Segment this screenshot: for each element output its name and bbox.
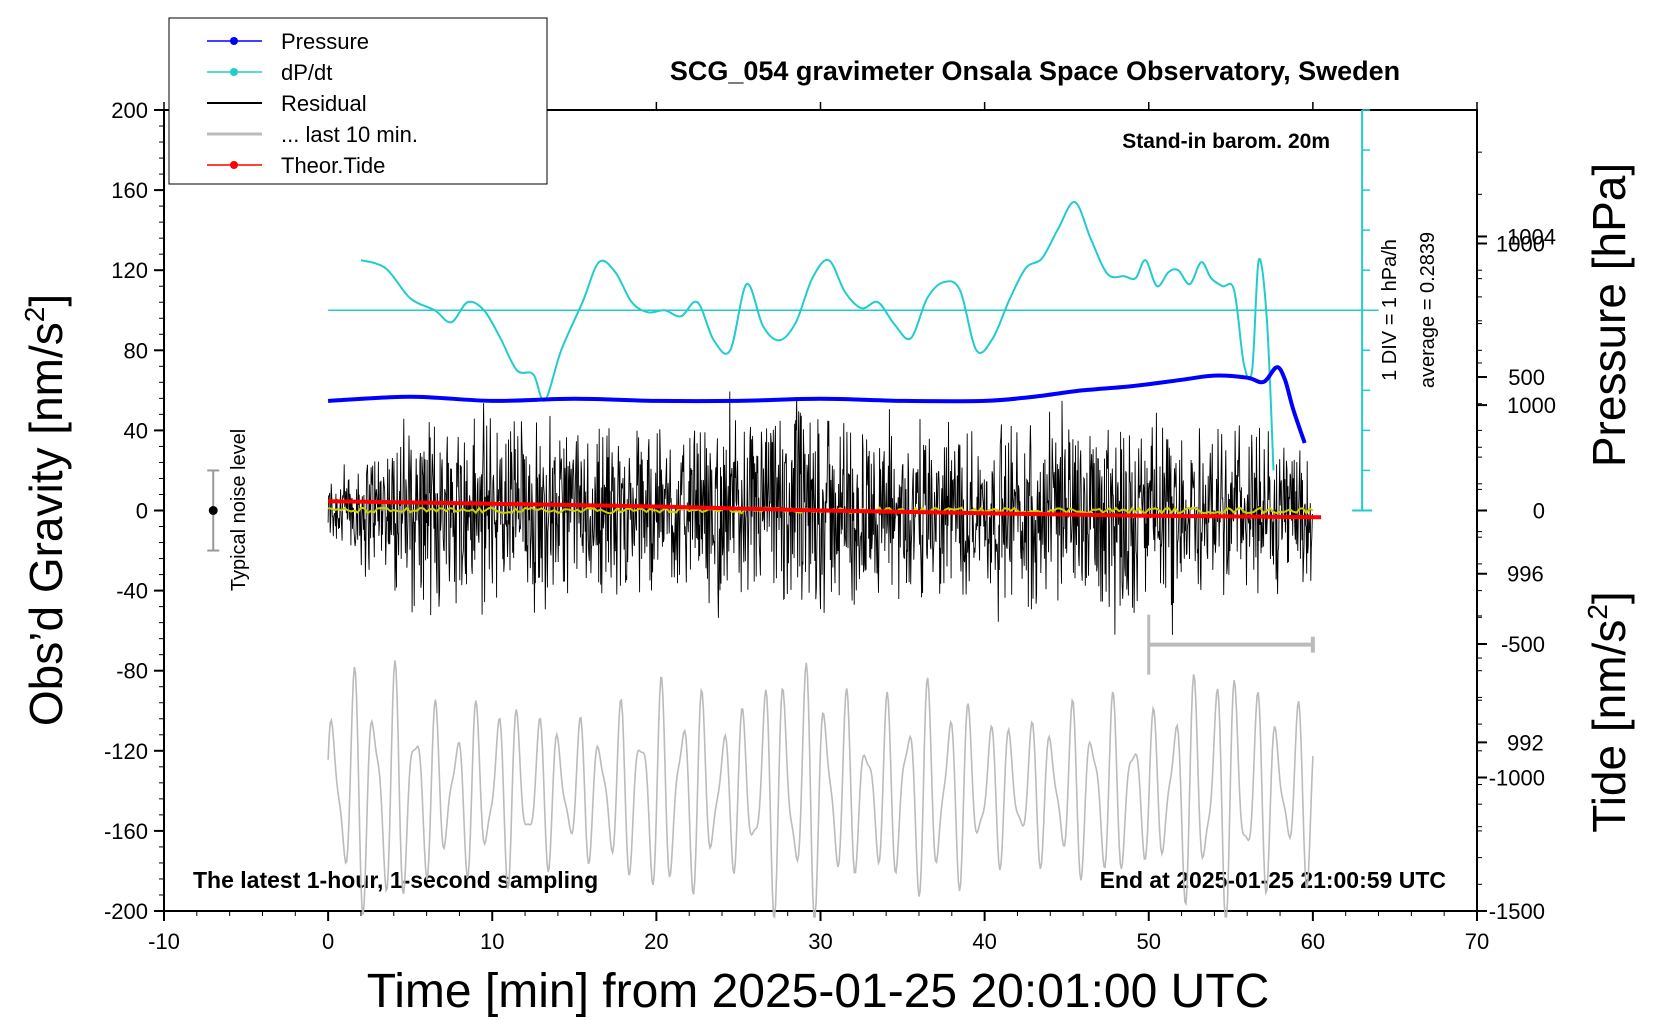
y-tick-label: 200 xyxy=(111,98,148,123)
tide-axis-label-main: Tide [nm/s xyxy=(1583,620,1635,833)
y-tick-label: -80 xyxy=(116,659,148,684)
x-tick-label: 40 xyxy=(972,929,996,954)
legend-label: Theor.Tide xyxy=(281,153,385,178)
legend-label: dP/dt xyxy=(281,60,332,85)
legend-swatch-dot xyxy=(230,68,238,76)
theoretical-tide-line xyxy=(328,499,1322,520)
y-tick-label: 40 xyxy=(124,418,148,443)
tide-axis-label: Tide [nm/s2] xyxy=(1582,591,1635,832)
x-axis-label: Time [min] from 2025-01-25 20:01:00 UTC xyxy=(367,965,1270,1018)
x-tick-label: 30 xyxy=(808,929,832,954)
y-tick-label: 0 xyxy=(136,499,148,524)
x-axis: -10 0 10 20 30 40 50 60 70 xyxy=(148,102,1489,954)
y-tick-label: -40 xyxy=(116,579,148,604)
dpdt-scale-label: 1 DIV = 1 hPa/h xyxy=(1379,239,1401,381)
y-tick-label: -200 xyxy=(104,899,148,924)
pressure-line xyxy=(327,365,1307,444)
pressure-tick-label: 992 xyxy=(1507,730,1544,755)
y-axis-label: Obs’d Gravity [nm/s2] xyxy=(19,294,72,726)
y-tick-label: 120 xyxy=(111,258,148,283)
data-layer xyxy=(207,109,1379,919)
tide-tick-label: -500 xyxy=(1501,632,1545,657)
tide-axis-label-sup: 2 xyxy=(1582,604,1613,620)
legend-label: Residual xyxy=(281,91,367,116)
x-tick-label: 10 xyxy=(480,929,504,954)
last-10-min-line xyxy=(327,660,1314,919)
tide-tick-label: 500 xyxy=(1508,365,1545,390)
legend: Pressure dP/dt Residual ... last 10 min. The… xyxy=(168,17,548,185)
chart-title: SCG_054 gravimeter Onsala Space Observat… xyxy=(670,56,1400,86)
pressure-tick-label: 996 xyxy=(1507,562,1544,587)
pressure-tick-label: 1000 xyxy=(1507,393,1556,418)
x-tick-label: 50 xyxy=(1137,929,1161,954)
legend-swatch-dot xyxy=(230,161,238,169)
tide-tick-label: -1500 xyxy=(1489,899,1545,924)
dpdt-line xyxy=(360,201,1275,471)
tide-tick-label: 0 xyxy=(1533,499,1545,524)
y-tick-label: -160 xyxy=(104,819,148,844)
y-axis-label-main: Obs’d Gravity [nm/s xyxy=(20,322,72,726)
y-tick-label: 160 xyxy=(111,178,148,203)
chart-subtitle: Stand-in barom. 20m xyxy=(1122,130,1330,153)
tide-tick-label: 1000 xyxy=(1496,232,1545,257)
legend-box xyxy=(168,17,548,185)
pressure-tick-label: 1004 xyxy=(1507,224,1556,249)
x-tick-label: 0 xyxy=(322,929,334,954)
x-tick-label: 20 xyxy=(644,929,668,954)
footer-right: End at 2025-01-25 21:00:59 UTC xyxy=(1100,867,1446,893)
y-axis-label-sup: 2 xyxy=(19,307,50,323)
footer-left: The latest 1-hour, 1-second sampling xyxy=(193,867,598,893)
y-tick-label: -120 xyxy=(104,739,148,764)
x-tick-label: 70 xyxy=(1465,929,1489,954)
noise-level-label: Typical noise level xyxy=(228,429,250,591)
pressure-axis-label: Pressure [hPa] xyxy=(1583,163,1635,467)
x-tick-label: -10 xyxy=(148,929,180,954)
x-tick-label: 60 xyxy=(1301,929,1325,954)
y-axis-label-end: ] xyxy=(20,294,72,307)
legend-label: ... last 10 min. xyxy=(281,122,418,147)
tide-axis-label-end: ] xyxy=(1583,591,1635,604)
residual-line xyxy=(327,391,1314,635)
dpdt-average-label: average = 0.2839 xyxy=(1417,232,1439,388)
tide-tick-label: -1000 xyxy=(1489,766,1545,791)
legend-swatch-dot xyxy=(230,37,238,45)
y-axis: 200 160 120 80 40 0 -40 -80 -120 -160 -200 xyxy=(104,98,164,924)
legend-label: Pressure xyxy=(281,29,369,54)
noise-level-dot xyxy=(208,506,218,515)
tide-axis: 1000 500 0 -500 -1000 -1500 xyxy=(1477,232,1545,924)
y-tick-label: 80 xyxy=(124,338,148,363)
